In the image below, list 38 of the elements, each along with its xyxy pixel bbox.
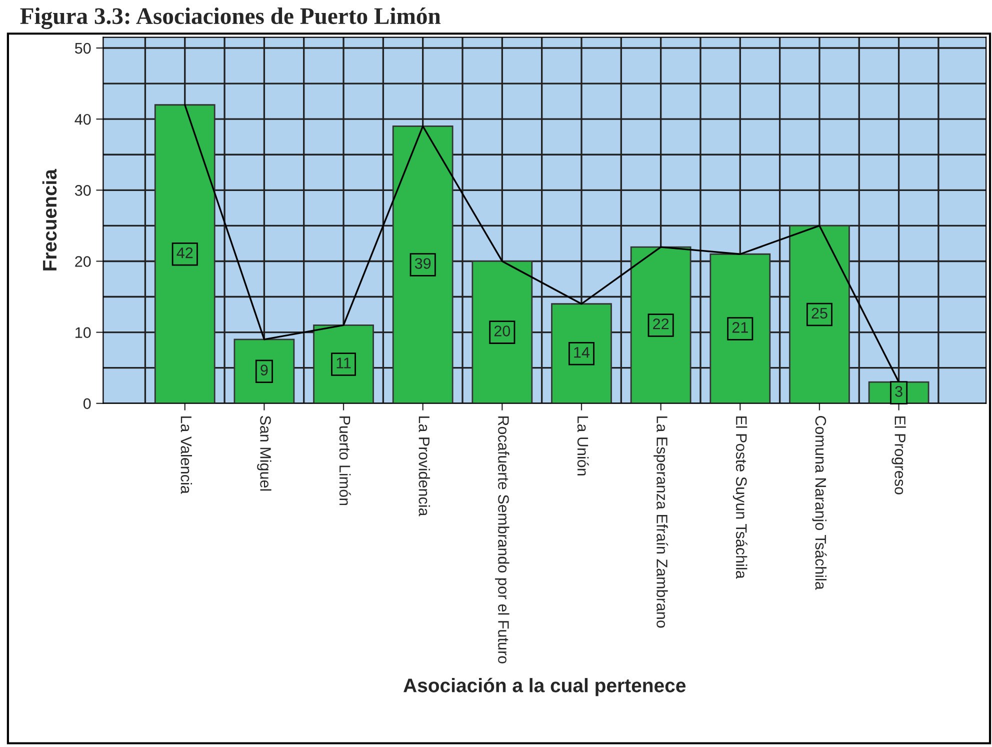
- x-tick-label: La Esperanza Efraín Zambrano: [654, 416, 668, 628]
- bar: [472, 260, 533, 404]
- y-tick-label: 50: [74, 42, 91, 54]
- y-tick-label: 40: [74, 114, 91, 125]
- x-tick-label: La Valencia: [180, 416, 192, 494]
- x-tick-label: San Miguel: [257, 416, 272, 491]
- x-tick-label: La Unión: [577, 416, 589, 476]
- bar: [710, 253, 771, 404]
- bar: [551, 303, 612, 404]
- bar: [154, 104, 216, 404]
- data-label: 9: [260, 364, 268, 376]
- y-tick-label: 30: [74, 185, 91, 196]
- data-label: 21: [732, 322, 748, 333]
- bar: [313, 324, 374, 404]
- x-tick-label: El Progreso: [892, 416, 906, 494]
- y-axis-title: Frecuencia: [42, 168, 57, 270]
- data-label: 3: [895, 386, 902, 397]
- x-tick-label: El Poste Suyun Tsáchila: [732, 416, 748, 579]
- chart-title: Figura 3.3: Asociaciones de Puerto Limón: [20, 7, 441, 30]
- y-tick-label: 0: [83, 398, 91, 410]
- bar: [234, 338, 295, 404]
- x-tick-label: Puerto Limón: [339, 416, 351, 506]
- data-label: 42: [176, 247, 193, 258]
- data-label: 14: [574, 347, 590, 358]
- y-tick-label: 20: [75, 256, 91, 267]
- data-label: 22: [653, 318, 669, 330]
- x-tick-label: Rocafuerte Sembrando por el Futuro: [495, 416, 510, 664]
- x-tick-label: La Providencia: [418, 416, 430, 516]
- data-label: 39: [414, 258, 431, 269]
- bar: [392, 125, 454, 404]
- data-label: 11: [336, 358, 351, 368]
- x-axis-title: Asociación a la cual pertenece: [404, 678, 686, 696]
- x-tick-label: Comuna Naranjo Tsáchila: [812, 416, 827, 590]
- data-label: 25: [812, 308, 828, 319]
- bar: [630, 246, 692, 404]
- bar: [789, 225, 850, 404]
- data-label: 20: [494, 326, 510, 336]
- y-tick-label: 10: [76, 327, 91, 338]
